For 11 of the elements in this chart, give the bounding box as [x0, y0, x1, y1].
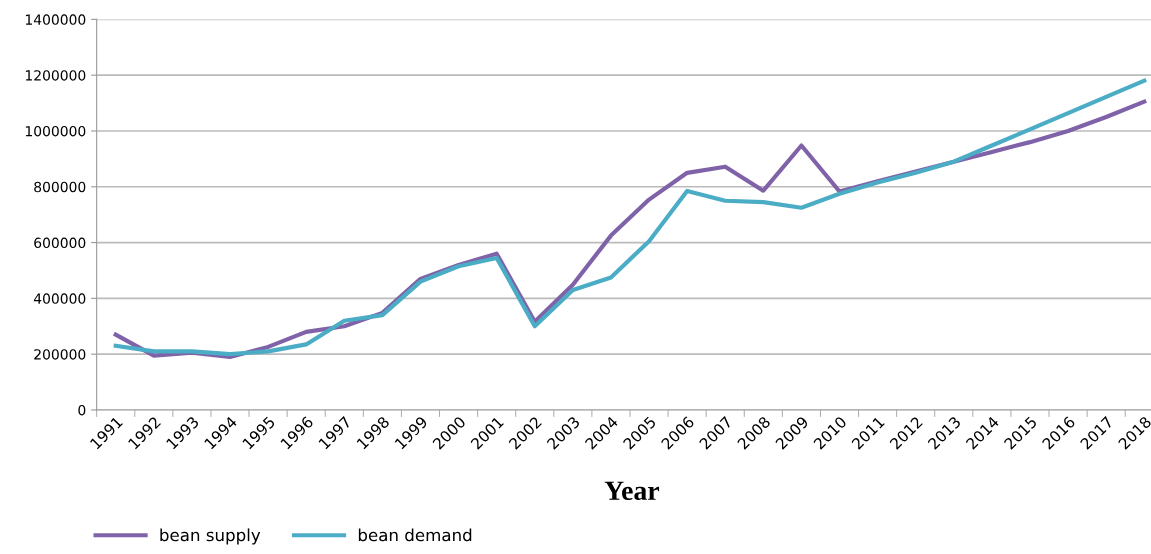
- y-tick-label: 800000: [34, 181, 86, 193]
- y-tick-label: 400000: [33, 293, 86, 304]
- y-tick-label: 600000: [34, 237, 86, 249]
- y-tick-label: 1000000: [25, 125, 86, 137]
- x-axis-title: Year: [604, 481, 660, 501]
- y-tick-label: 1400000: [25, 14, 86, 25]
- legend-label: bean demand: [358, 528, 472, 542]
- y-tick-label: 0: [78, 404, 86, 416]
- legend-label: bean supply: [160, 528, 261, 545]
- y-tick-label: 1200000: [25, 70, 86, 81]
- y-tick-label: 200000: [34, 349, 86, 360]
